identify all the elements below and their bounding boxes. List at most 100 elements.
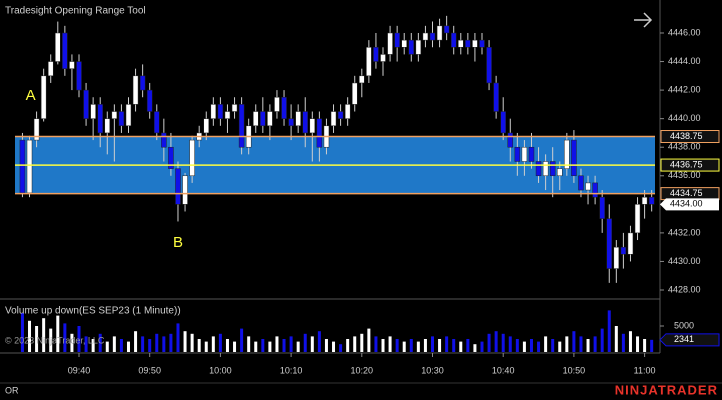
candle-body <box>132 75 139 105</box>
annotation: B <box>173 234 183 251</box>
candle-body <box>210 104 217 119</box>
volume-bar <box>579 336 583 352</box>
volume-bar <box>84 336 88 352</box>
volume-bar <box>353 336 357 352</box>
volume-bar <box>126 341 130 352</box>
expand-icon[interactable] <box>634 12 653 28</box>
candle-body <box>408 39 415 55</box>
volume-title: Volume up down(ES SEP23 (1 Minute)) <box>5 306 181 317</box>
volume-bar <box>551 339 555 352</box>
candle-body <box>479 39 485 48</box>
level-label: 4436.75 <box>670 159 703 169</box>
volume-bar <box>346 339 350 352</box>
volume-bar <box>522 341 526 352</box>
x-tick-label: 09:40 <box>68 365 91 375</box>
volume-bar <box>310 336 314 352</box>
candle-body <box>146 89 153 112</box>
volume-bar <box>155 333 159 352</box>
volume-bar <box>395 339 399 352</box>
candle-body <box>302 111 308 134</box>
volume-bar <box>56 315 60 352</box>
candle-body <box>592 182 598 198</box>
volume-bar <box>565 336 569 352</box>
candle-body <box>267 111 273 127</box>
candle-body <box>401 39 407 48</box>
level-label-box <box>660 130 720 144</box>
candle-body <box>578 175 584 191</box>
candle-body <box>217 104 224 119</box>
chart-title: Tradesight Opening Range Tool <box>5 6 146 17</box>
candle-body <box>97 104 103 134</box>
candle-body <box>168 146 174 169</box>
candle-body <box>253 111 259 127</box>
candle-body <box>351 82 358 105</box>
candle-body <box>90 104 96 119</box>
annotation: A <box>26 87 36 104</box>
level-label: 4434.75 <box>670 188 703 198</box>
candle-body <box>493 82 499 112</box>
volume-bar <box>289 336 293 352</box>
y-tick-label: 4438.00 <box>668 142 701 152</box>
volume-bar <box>558 341 562 352</box>
candle-body <box>486 47 492 84</box>
candle-body <box>118 111 125 127</box>
volume-bar <box>452 339 456 352</box>
volume-bar <box>63 323 67 352</box>
volume-bar <box>494 331 498 352</box>
candle-body <box>330 111 337 127</box>
footer-tag: OR <box>5 385 19 395</box>
y-tick-label: 4436.00 <box>668 170 701 180</box>
volume-bar <box>141 336 145 352</box>
candle-body <box>542 161 549 177</box>
volume-bar <box>445 336 449 352</box>
x-tick-label: 10:00 <box>209 365 232 375</box>
logo: NINJATRADER <box>615 382 718 397</box>
volume-bar <box>423 339 427 352</box>
volume-bar <box>176 323 180 352</box>
candle-body <box>359 75 365 84</box>
candle-body <box>260 111 266 127</box>
last-price-marker <box>660 198 719 211</box>
candle-body <box>309 118 316 134</box>
volume-bar <box>636 336 640 352</box>
level-label: 4438.75 <box>670 131 703 141</box>
candle-body <box>422 32 429 41</box>
volume-bar <box>77 326 81 352</box>
candle-body <box>161 132 167 148</box>
candle-body <box>19 139 26 194</box>
candle-body <box>648 196 655 205</box>
volume-bar <box>416 341 420 352</box>
volume-bar <box>197 339 201 352</box>
volume-bar <box>374 336 378 352</box>
volume-bar <box>275 336 279 352</box>
candle-body <box>111 111 118 119</box>
candle-body <box>224 111 231 119</box>
volume-bar <box>487 333 491 352</box>
candle-body <box>585 182 591 191</box>
candle-body <box>231 104 238 112</box>
volume-bar <box>402 341 406 352</box>
x-tick-label: 10:30 <box>421 365 444 375</box>
copyright: © 2023 NinjaTrader, LLC <box>5 335 105 345</box>
candle-body <box>458 39 464 48</box>
volume-bar <box>339 344 343 352</box>
candle-body <box>627 232 634 255</box>
volume-bar <box>501 333 505 352</box>
candle-body <box>387 32 393 55</box>
candle-body <box>295 111 301 127</box>
volume-bar <box>438 339 442 352</box>
last-price-label: 4434.00 <box>670 199 703 209</box>
y-tick-label: 4430.00 <box>668 256 701 266</box>
volume-bar <box>459 341 463 352</box>
volume-bar <box>169 333 173 352</box>
y-tick-label: 4446.00 <box>668 27 701 37</box>
volume-bar <box>593 336 597 352</box>
volume-bar <box>508 336 512 352</box>
last-volume-label: 2341 <box>674 334 694 344</box>
plot-area <box>15 15 655 352</box>
volume-bar <box>112 336 116 352</box>
candle-body <box>394 32 400 48</box>
volume-bar <box>324 339 328 352</box>
volume-bar <box>98 333 102 352</box>
